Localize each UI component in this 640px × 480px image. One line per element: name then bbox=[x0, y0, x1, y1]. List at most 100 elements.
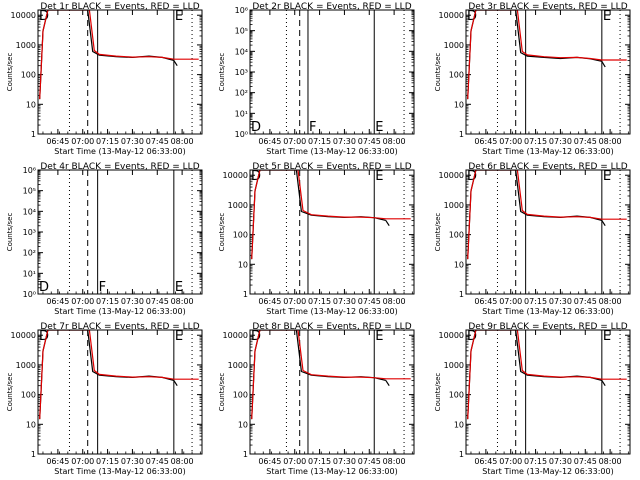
y-tick-label: 10 bbox=[454, 100, 464, 109]
y-tick-label: 10 bbox=[26, 420, 36, 429]
marker-letter: F bbox=[99, 280, 106, 295]
y-axis-label: Counts/sec bbox=[434, 373, 442, 412]
y-tick-label: 1 bbox=[243, 450, 248, 459]
corner-letter: D bbox=[467, 329, 477, 344]
x-tick-label: 07:30 bbox=[121, 137, 144, 146]
panel-title: Det 6r BLACK = Events, RED = LLD bbox=[468, 162, 627, 172]
plot-frame bbox=[465, 9, 631, 135]
y-tick-label: 1000 bbox=[16, 361, 36, 370]
x-tick-label: 08:00 bbox=[383, 297, 406, 306]
x-tick-label: 08:00 bbox=[599, 297, 622, 306]
corner-letter: D bbox=[467, 9, 477, 24]
y-tick-label: 1 bbox=[459, 290, 464, 299]
x-tick-label: 06:45 bbox=[258, 137, 281, 146]
y-tick-label: 10000 bbox=[439, 171, 464, 180]
x-axis-label: Start Time (13-May-12 06:33:00) bbox=[482, 467, 613, 476]
y-tick-label: 1 bbox=[459, 130, 464, 139]
y-tick-label: 10 bbox=[26, 100, 36, 109]
y-tick-label: 1000 bbox=[228, 361, 248, 370]
y-tick-label: 10⁶ bbox=[23, 166, 36, 175]
plot-frame bbox=[465, 169, 631, 295]
events-series-line bbox=[251, 170, 386, 260]
x-tick-label: 07:00 bbox=[283, 457, 306, 466]
y-tick-label: 1000 bbox=[228, 201, 248, 210]
events-series-tail bbox=[385, 220, 390, 227]
plot-frame bbox=[249, 169, 415, 295]
marker-letter: E bbox=[375, 329, 383, 344]
plot-frame bbox=[249, 9, 415, 135]
marker-letter: E bbox=[175, 280, 183, 295]
x-axis-label: Start Time (13-May-12 06:33:00) bbox=[266, 467, 397, 476]
detector-panel: Det 9r BLACK = Events, RED = LLD Counts/s… bbox=[434, 322, 631, 476]
x-tick-label: 07:00 bbox=[71, 457, 94, 466]
lld-series-line bbox=[467, 330, 627, 420]
y-tick-label: 1 bbox=[31, 450, 36, 459]
lld-series-line bbox=[39, 330, 199, 420]
events-series-tail bbox=[173, 60, 178, 67]
y-axis-label: Counts/sec bbox=[218, 53, 226, 92]
x-tick-label: 07:30 bbox=[333, 297, 356, 306]
detector-panel: Det 2r BLACK = Events, RED = LLD Counts/s… bbox=[218, 2, 415, 156]
y-axis-label: Counts/sec bbox=[218, 373, 226, 412]
corner-letter: D bbox=[467, 169, 477, 184]
y-tick-label: 10² bbox=[235, 89, 248, 98]
y-tick-label: 10⁴ bbox=[23, 207, 36, 216]
panel-title: Det 1r BLACK = Events, RED = LLD bbox=[40, 2, 199, 12]
marker-letter: E bbox=[603, 329, 611, 344]
x-tick-label: 08:00 bbox=[599, 457, 622, 466]
x-tick-label: 07:45 bbox=[146, 297, 169, 306]
y-axis-label: Counts/sec bbox=[434, 53, 442, 92]
events-series-line bbox=[251, 330, 386, 420]
plot-frame bbox=[249, 329, 415, 455]
marker-letter: E bbox=[375, 169, 383, 184]
corner-letter: D bbox=[39, 329, 49, 344]
y-axis-label: Counts/sec bbox=[434, 213, 442, 252]
x-tick-label: 07:00 bbox=[71, 137, 94, 146]
panel-title: Det 4r BLACK = Events, RED = LLD bbox=[40, 162, 199, 172]
x-tick-label: 08:00 bbox=[383, 457, 406, 466]
panel-title: Det 5r BLACK = Events, RED = LLD bbox=[252, 162, 411, 172]
x-tick-label: 07:00 bbox=[499, 297, 522, 306]
corner-letter: D bbox=[39, 280, 49, 295]
lld-series-line bbox=[251, 330, 411, 420]
y-tick-label: 10 bbox=[238, 420, 248, 429]
events-series-tail bbox=[601, 380, 606, 387]
x-tick-label: 08:00 bbox=[171, 457, 194, 466]
x-tick-label: 07:15 bbox=[96, 297, 119, 306]
detector-panel: Det 3r BLACK = Events, RED = LLD Counts/s… bbox=[434, 2, 631, 156]
events-series-tail bbox=[385, 380, 390, 387]
x-tick-label: 07:15 bbox=[308, 297, 331, 306]
detector-panel: Det 6r BLACK = Events, RED = LLD Counts/s… bbox=[434, 162, 631, 316]
x-tick-label: 07:45 bbox=[146, 137, 169, 146]
y-tick-label: 1000 bbox=[16, 41, 36, 50]
y-tick-label: 1000 bbox=[444, 361, 464, 370]
x-axis-label: Start Time (13-May-12 06:33:00) bbox=[482, 147, 613, 156]
y-tick-label: 10⁰ bbox=[235, 130, 248, 139]
marker-letter: F bbox=[309, 120, 316, 135]
events-series-line bbox=[467, 170, 602, 260]
x-tick-label: 07:15 bbox=[524, 297, 547, 306]
events-series-line bbox=[39, 10, 174, 100]
x-tick-label: 07:15 bbox=[96, 137, 119, 146]
lld-series-line bbox=[251, 170, 411, 260]
y-tick-label: 10000 bbox=[11, 331, 36, 340]
x-tick-label: 06:45 bbox=[474, 457, 497, 466]
detector-panel: Det 5r BLACK = Events, RED = LLD Counts/s… bbox=[218, 162, 415, 316]
events-series-line bbox=[467, 10, 602, 100]
events-series-tail bbox=[601, 220, 606, 227]
x-axis-label: Start Time (13-May-12 06:33:00) bbox=[266, 147, 397, 156]
plot-frame bbox=[37, 9, 203, 135]
lld-series-line bbox=[467, 170, 627, 260]
x-tick-label: 07:45 bbox=[574, 137, 597, 146]
y-tick-label: 10⁴ bbox=[235, 47, 248, 56]
plot-frame bbox=[37, 169, 203, 295]
y-axis-label: Counts/sec bbox=[6, 213, 14, 252]
x-tick-label: 07:15 bbox=[308, 457, 331, 466]
corner-letter: D bbox=[39, 9, 49, 24]
corner-letter: D bbox=[251, 329, 261, 344]
detector-panel: Det 8r BLACK = Events, RED = LLD Counts/s… bbox=[218, 322, 415, 476]
y-tick-label: 10 bbox=[238, 260, 248, 269]
x-tick-label: 07:30 bbox=[333, 457, 356, 466]
x-tick-label: 07:00 bbox=[71, 297, 94, 306]
